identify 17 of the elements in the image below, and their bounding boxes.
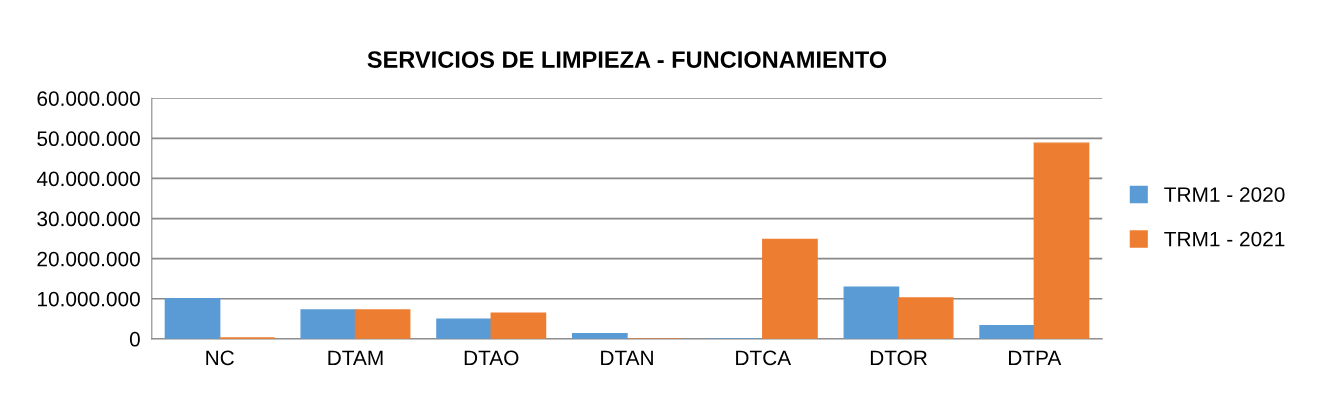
x-tick-label: DTAM: [328, 350, 383, 366]
y-tick-label: 10.000.000: [38, 291, 140, 307]
x-tick-label: DTPA: [1009, 350, 1062, 366]
x-tick-label: DTAO: [464, 350, 519, 366]
y-tick-label: 40.000.000: [36, 171, 140, 187]
legend-label: TRM1 - 2020: [1164, 187, 1285, 202]
y-tick-label: 60.000.000: [37, 91, 140, 106]
y-tick-label: 0: [129, 331, 140, 347]
x-tick-label: DTCA: [736, 350, 792, 366]
x-tick-label: DTOR: [870, 350, 927, 366]
legend-label: TRM1 - 2021: [1164, 231, 1285, 247]
y-tick-label: 50.000.000: [37, 131, 140, 147]
y-tick-label: 20.000.000: [37, 251, 140, 267]
chart-title: SERVICIOS DE LIMPIEZA - FUNCIONAMIENTO: [367, 51, 887, 68]
y-tick-label: 30.000.000: [37, 211, 140, 227]
x-tick-label: DTAN: [601, 350, 653, 366]
x-tick-label: NC: [206, 350, 234, 366]
